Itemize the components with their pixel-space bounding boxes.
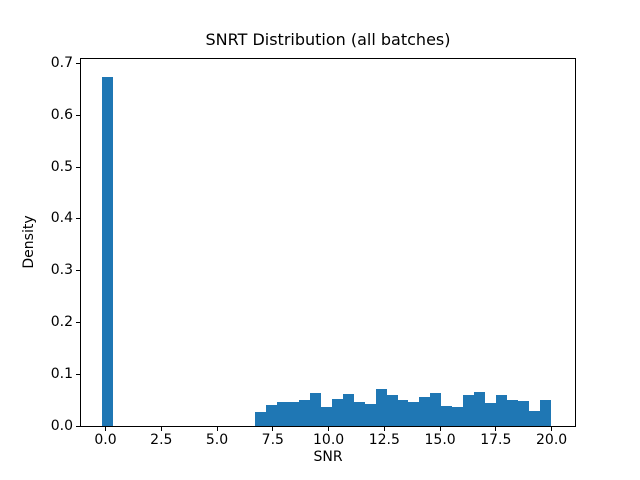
histogram-bar [309, 392, 321, 426]
x-tick-label: 0.0 [94, 432, 117, 448]
histogram-bar [485, 403, 497, 426]
y-tick-mark [76, 373, 80, 375]
x-tick-mark [495, 427, 497, 431]
x-tick-mark [439, 427, 441, 431]
histogram-bar [320, 406, 332, 426]
x-tick-mark [216, 427, 218, 431]
histogram-bar [430, 393, 442, 426]
histogram-bar [419, 397, 431, 426]
y-tick-label: 0.4 [50, 210, 73, 227]
x-tick-mark [383, 427, 385, 431]
y-tick-mark [76, 425, 80, 427]
histogram-bar [254, 412, 266, 426]
histogram-bar [408, 401, 420, 426]
y-tick-label: 0.6 [50, 106, 73, 123]
y-tick-label: 0.5 [50, 158, 73, 175]
histogram-bar [298, 400, 310, 426]
histogram-bar [102, 76, 114, 426]
histogram-bar [397, 399, 409, 426]
chart-title: SNRT Distribution (all batches) [205, 30, 451, 49]
y-tick-mark [76, 321, 80, 323]
plot-area [80, 58, 576, 427]
y-tick-label: 0.2 [50, 313, 73, 330]
histogram-bar [518, 401, 530, 426]
histogram-bar [342, 393, 354, 426]
histogram-bar [353, 401, 365, 426]
x-tick-label: 7.5 [261, 432, 284, 448]
x-tick-label: 5.0 [205, 432, 229, 448]
x-tick-label: 17.5 [480, 432, 512, 448]
y-tick-label: 0.1 [50, 365, 73, 382]
y-tick-mark [76, 270, 80, 272]
y-tick-mark [76, 63, 80, 64]
histogram-bar [276, 401, 288, 426]
y-tick-mark [76, 218, 80, 220]
histogram-bar [287, 401, 299, 426]
histogram-bar [364, 403, 376, 426]
histogram-bar [441, 406, 453, 426]
x-tick-mark [105, 427, 106, 431]
y-tick-mark [76, 166, 80, 168]
y-tick-label: 0.3 [50, 262, 73, 279]
histogram-bar [375, 388, 387, 426]
histogram-bar [496, 394, 508, 426]
histogram-bar [529, 410, 541, 426]
x-tick-label: 15.0 [424, 432, 456, 448]
histogram-bar [540, 399, 552, 426]
histogram-bar [265, 404, 277, 426]
histogram-bar [452, 407, 464, 426]
histogram-bar [507, 400, 519, 426]
histogram-bar [386, 395, 398, 426]
x-tick-label: 12.5 [368, 432, 400, 448]
histogram-bar [331, 399, 343, 426]
x-axis-label: SNR [313, 449, 343, 465]
x-tick-label: 2.5 [150, 432, 173, 448]
x-tick-label: 20.0 [536, 432, 568, 448]
histogram-bar [463, 395, 475, 426]
x-tick-label: 10.0 [313, 432, 345, 448]
y-tick-label: 0.0 [50, 417, 73, 434]
x-tick-mark [328, 427, 330, 431]
x-tick-mark [551, 427, 553, 431]
histogram-bar [474, 392, 486, 426]
y-tick-label: 0.7 [50, 55, 73, 71]
x-tick-mark [272, 427, 274, 431]
x-tick-mark [160, 427, 162, 431]
y-tick-mark [76, 114, 80, 116]
